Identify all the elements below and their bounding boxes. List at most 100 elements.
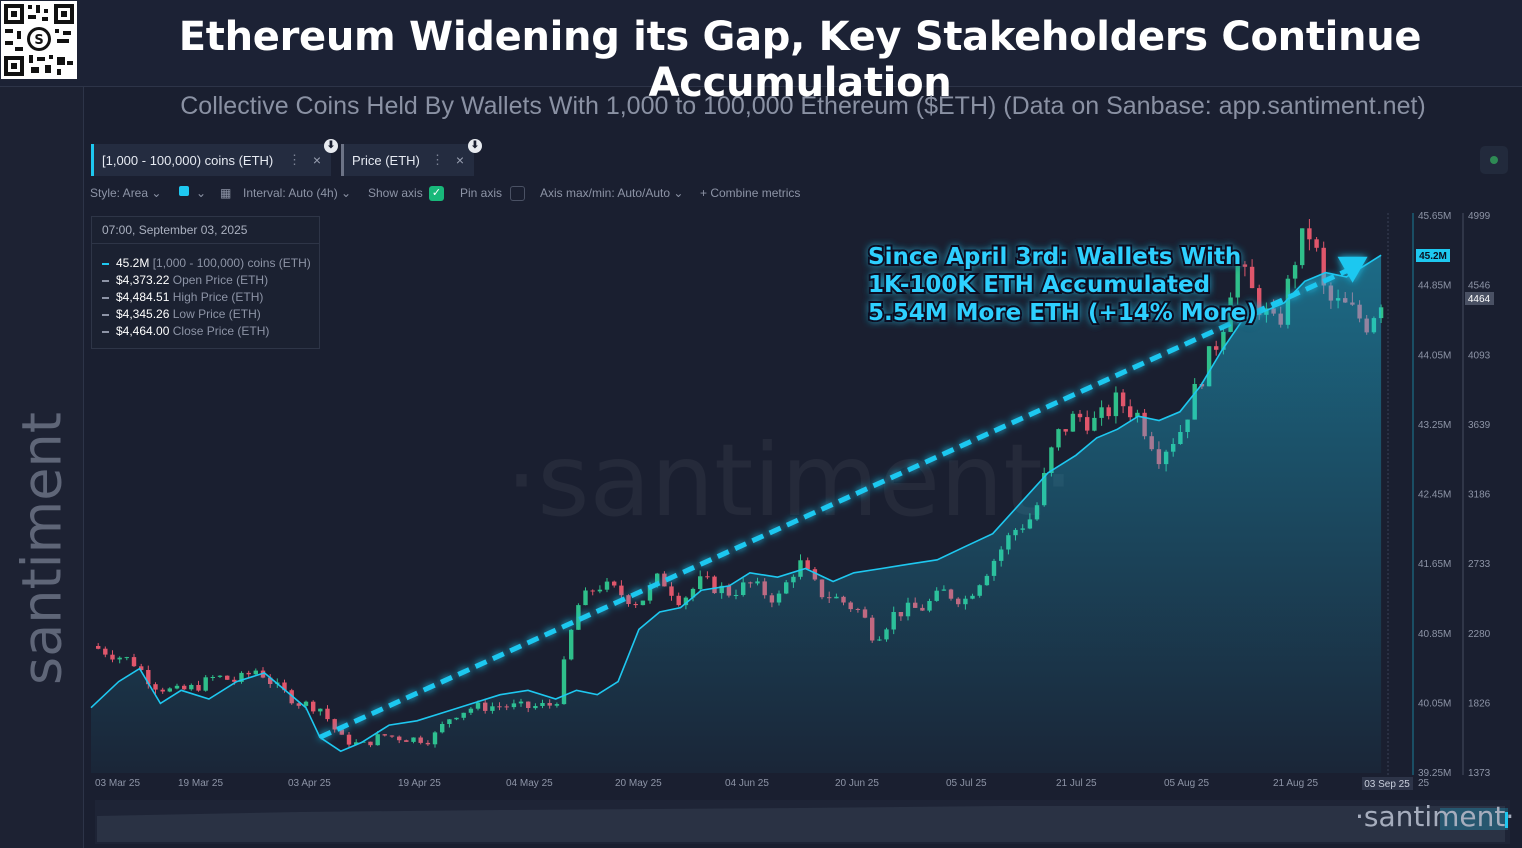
price-tick-label: 3639 — [1468, 420, 1491, 431]
price-candle — [311, 701, 316, 712]
tooltip-label: [1,000 - 100,000) coins (ETH) — [152, 256, 311, 270]
tooltip-row-holdings: 45.2M [1,000 - 100,000) coins (ETH) — [102, 256, 311, 270]
holdings-line — [90, 254, 1382, 753]
x-tick-label: 20 May 25 — [615, 778, 662, 789]
color-dropdown-chevron-icon[interactable]: ⌄ — [196, 186, 207, 200]
holdings-tick-label: 44.85M — [1418, 281, 1451, 292]
price-candle — [1257, 288, 1262, 315]
x-tick-label: 25 — [1418, 778, 1430, 789]
style-dropdown[interactable]: Style: Area ⌄ — [90, 186, 162, 200]
price-candle — [655, 573, 660, 586]
tooltip-value: 45.2M — [116, 256, 150, 270]
navigator-range[interactable] — [1440, 808, 1508, 830]
status-dot-button[interactable] — [1480, 146, 1508, 174]
price-candle — [203, 677, 208, 691]
tooltip-value: $4,464.00 — [116, 324, 170, 338]
axis-minmax-label: Axis max/min: Auto/Auto — [540, 186, 671, 200]
tooltip-marker — [102, 296, 109, 299]
price-candle — [1049, 447, 1054, 473]
tooltip-marker — [102, 279, 109, 282]
price-candle — [160, 689, 165, 692]
navigator-handle[interactable] — [1505, 812, 1508, 828]
style-label: Style: Area — [90, 186, 149, 200]
price-candle — [1206, 346, 1212, 387]
svg-text:S: S — [34, 33, 43, 48]
annotation-line-1: Since April 3rd: Wallets With — [868, 244, 1241, 270]
price-candle — [1314, 239, 1319, 248]
x-tick-label: 03 Mar 25 — [95, 778, 140, 789]
tab-holdings-menu-icon[interactable]: ⋮ — [288, 152, 301, 167]
chart-watermark: ·santiment· — [506, 422, 1075, 539]
chart-subtitle: Collective Coins Held By Wallets With 1,… — [180, 92, 1426, 120]
price-candle — [1128, 406, 1133, 418]
holdings-tick-label: 39.25M — [1418, 768, 1451, 779]
calendar-icon: ▦ — [220, 186, 232, 200]
x-tick-label: 04 Jun 25 — [725, 778, 769, 789]
holdings-tick-label: 44.05M — [1418, 350, 1451, 361]
interval-dropdown[interactable]: Interval: Auto (4h) ⌄ — [243, 186, 352, 200]
x-tick-label: 20 Jun 25 — [835, 778, 879, 789]
price-tick-label: 4093 — [1468, 350, 1491, 361]
tab-price-menu-icon[interactable]: ⋮ — [431, 152, 444, 167]
x-tick-label: 21 Aug 25 — [1273, 778, 1318, 789]
tab-holdings-metric[interactable]: [1,000 - 100,000) coins (ETH) ⋮ × — [91, 144, 331, 176]
price-candle — [124, 657, 129, 659]
tooltip-marker — [102, 262, 109, 265]
price-candle — [1099, 407, 1104, 418]
price-tick-label: 4999 — [1468, 211, 1491, 222]
tooltip-value: $4,373.22 — [116, 273, 170, 287]
price-candle — [303, 701, 309, 706]
tab-holdings-pin-icon[interactable]: ⬇ — [324, 139, 338, 153]
price-candle — [619, 585, 624, 596]
tooltip-marker — [102, 330, 109, 333]
price-candle — [1056, 429, 1061, 448]
pin-axis-checkbox[interactable] — [510, 186, 525, 201]
price-candle — [683, 597, 689, 606]
show-axis-label: Show axis — [368, 186, 423, 200]
holdings-tick-label: 40.05M — [1418, 698, 1451, 709]
qr-code-icon: S — [1, 1, 77, 79]
tab-price-metric[interactable]: Price (ETH) ⋮ × — [341, 144, 474, 176]
tab-price-close-icon[interactable]: × — [455, 152, 464, 168]
tooltip-row-high: $4,484.51 High Price (ETH) — [102, 290, 263, 304]
price-candle — [712, 576, 717, 594]
price-candle — [583, 590, 588, 606]
x-tick-label: 05 Aug 25 — [1164, 778, 1209, 789]
price-tick-label: 3186 — [1468, 490, 1491, 501]
tab-price-label: Price (ETH) — [352, 152, 420, 168]
tooltip-value: $4,345.26 — [116, 307, 170, 321]
price-candle — [103, 648, 108, 655]
price-candle — [346, 734, 352, 745]
tab-holdings-close-icon[interactable]: × — [312, 152, 321, 168]
axis-minmax-dropdown[interactable]: Axis max/min: Auto/Auto ⌄ — [540, 186, 684, 200]
price-candle — [210, 677, 215, 678]
price-candle — [182, 685, 187, 690]
tooltip-row-open: $4,373.22 Open Price (ETH) — [102, 273, 268, 287]
color-swatch[interactable] — [179, 186, 189, 196]
x-tick-label: 21 Jul 25 — [1056, 778, 1097, 789]
price-tick-label: 1373 — [1468, 768, 1491, 779]
price-candle — [798, 560, 803, 577]
price-candle — [590, 590, 595, 592]
price-candle — [705, 576, 710, 578]
price-candle — [189, 685, 194, 690]
price-candle — [96, 646, 101, 649]
holdings-area — [91, 255, 1382, 773]
show-axis-checkbox[interactable]: ✓ — [429, 186, 444, 201]
tab-price-pin-icon[interactable]: ⬇ — [468, 139, 482, 153]
bottom-brand-logo: ·santiment· — [1355, 800, 1515, 833]
combine-metrics-button[interactable]: + Combine metrics — [700, 186, 801, 200]
price-candle — [239, 672, 244, 682]
page-title: Ethereum Widening its Gap, Key Stakehold… — [178, 14, 1422, 106]
x-tick-label: 04 May 25 — [506, 778, 553, 789]
price-candle — [640, 600, 646, 606]
price-candle — [1214, 346, 1219, 350]
price-candle — [1242, 264, 1248, 267]
price-tick-label: 2733 — [1468, 559, 1491, 570]
price-candle — [647, 585, 653, 601]
price-candle — [1092, 417, 1097, 431]
price-candle — [318, 708, 323, 712]
price-candle — [110, 654, 115, 660]
price-candle — [1070, 413, 1076, 432]
